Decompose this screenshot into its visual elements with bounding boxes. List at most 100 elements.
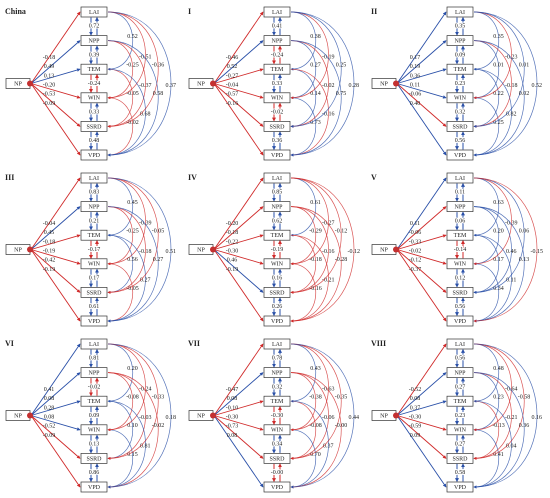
np-path xyxy=(30,249,81,293)
np-coef: -0.04 xyxy=(226,82,239,88)
arc-path xyxy=(473,234,512,323)
arc-path xyxy=(473,177,525,294)
arc-coef: 0.58 xyxy=(153,91,164,97)
arc-coef: -0.27 xyxy=(322,220,335,226)
node-label: SSRD xyxy=(86,456,102,462)
np-path xyxy=(396,415,447,488)
np-path xyxy=(30,40,81,84)
adjacent-coef: 0.32 xyxy=(272,384,283,390)
arc-path xyxy=(107,234,146,323)
adjacent-coef: 0.85 xyxy=(272,190,283,196)
panel: II 0.17 0.19 0.36 0.11 -0.06 0.40 0.35 0.09 0.23 0… xyxy=(371,6,542,161)
node-box xyxy=(263,149,291,161)
arc-path xyxy=(473,11,500,71)
arc-coef: -0.36 xyxy=(152,63,165,69)
np-coef: -0.52 xyxy=(43,424,56,430)
node-box xyxy=(263,172,291,184)
arc-path xyxy=(473,400,512,489)
node-label: VPD xyxy=(454,485,467,491)
np-coef: -0.18 xyxy=(43,55,56,61)
np-path xyxy=(213,343,264,416)
arc-path xyxy=(107,372,134,432)
adjacent-coef: -0.00 xyxy=(271,470,284,476)
node-box xyxy=(80,453,108,464)
node-box xyxy=(446,63,474,75)
arc-path xyxy=(290,97,317,157)
arc-path xyxy=(107,234,134,294)
panel: I -0.46 0.52 -0.27 -0.04 -0.57 -0.16 0.41 -0.24 0… xyxy=(188,6,359,161)
node-label: WIN xyxy=(88,428,101,434)
node-box xyxy=(263,287,291,298)
source-dot xyxy=(210,80,216,87)
np-path xyxy=(213,234,264,250)
adjacent-coef: 0.61 xyxy=(89,304,100,310)
adjacent-coef: 0.72 xyxy=(89,24,100,30)
arc-path xyxy=(290,206,342,323)
node-box xyxy=(80,201,108,212)
arc-coef: 0.06 xyxy=(519,229,530,235)
arc-coef: 0.38 xyxy=(310,34,321,40)
arc-coef: 0.70 xyxy=(310,452,321,458)
node-box xyxy=(80,367,108,378)
np-coef: 0.49 xyxy=(44,64,55,70)
source-dot xyxy=(27,246,33,253)
arc-coef: 0.25 xyxy=(336,63,347,69)
node-label: NPP xyxy=(88,370,100,376)
node-box xyxy=(263,121,291,132)
arc-path xyxy=(290,234,329,323)
node-box xyxy=(446,35,474,46)
np-coef: -0.22 xyxy=(226,239,239,245)
arc-coef: -0.18 xyxy=(309,257,322,263)
node-box xyxy=(263,6,291,18)
np-coef: 0.08 xyxy=(44,414,55,420)
arc-path xyxy=(290,400,317,460)
np-coef: 0.41 xyxy=(44,387,55,393)
arc-path xyxy=(473,206,525,323)
node-label: VPD xyxy=(88,485,101,491)
np-path xyxy=(30,83,81,99)
arc-coef: 0.04 xyxy=(506,443,517,449)
arc-coef: 0.56 xyxy=(127,257,138,263)
arc-coef: 0.45 xyxy=(127,200,138,206)
np-coef: -0.20 xyxy=(43,82,56,88)
source-label: NP xyxy=(197,413,205,419)
arc-path xyxy=(290,177,329,266)
arc-coef: 0.75 xyxy=(336,91,347,97)
np-coef: -0.53 xyxy=(43,92,56,98)
node-box xyxy=(263,201,291,212)
np-path xyxy=(30,206,81,250)
np-coef: 0.36 xyxy=(410,73,421,79)
adjacent-coef: 0.09 xyxy=(455,52,466,58)
arc-coef: -0.37 xyxy=(139,83,152,89)
np-coef: -0.27 xyxy=(226,73,239,79)
arc-path xyxy=(473,429,500,489)
adjacent-coef: 0.39 xyxy=(89,52,100,58)
np-coef: -0.73 xyxy=(226,424,239,430)
node-box xyxy=(263,35,291,46)
arc-path xyxy=(107,11,159,128)
arc-path xyxy=(107,40,159,157)
np-coef: -0.19 xyxy=(43,248,56,254)
arc-coef: -0.25 xyxy=(126,63,139,69)
arc-coef: -0.05 xyxy=(126,91,139,97)
arc-coef: -0.00 xyxy=(335,423,348,429)
adjacent-coef: 0.11 xyxy=(455,190,465,196)
np-coef: -0.30 xyxy=(226,248,239,254)
arc-coef: 0.35 xyxy=(493,34,504,40)
adjacent-coef: -0.30 xyxy=(271,413,284,419)
arc-coef: 0.44 xyxy=(349,415,360,421)
source-dot xyxy=(27,412,33,419)
np-path xyxy=(396,206,447,250)
arc-path xyxy=(290,343,317,403)
node-label: WIN xyxy=(88,96,101,102)
arc-coef: 0.37 xyxy=(166,83,177,89)
np-coef: -0.57 xyxy=(226,92,239,98)
node-box xyxy=(263,367,291,378)
node-box xyxy=(263,338,291,350)
node-label: WIN xyxy=(271,262,284,268)
node-box xyxy=(446,172,474,184)
arc-path xyxy=(473,68,512,157)
np-path xyxy=(396,249,447,322)
node-box xyxy=(446,229,474,241)
node-label: VPD xyxy=(454,319,467,325)
